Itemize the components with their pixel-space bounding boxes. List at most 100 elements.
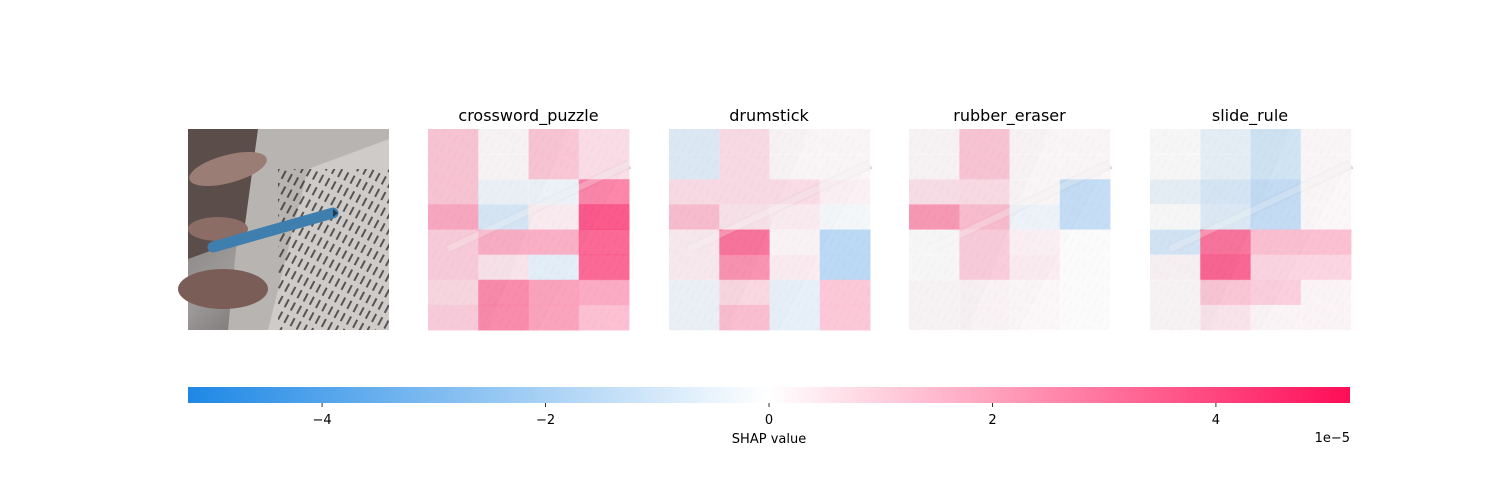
heatmap-cell — [428, 279, 479, 306]
heatmap-crossword_puzzle — [428, 129, 630, 331]
heatmap-cell — [719, 204, 770, 231]
heatmap-cell — [1150, 179, 1201, 205]
colorbar: −4 −2 0 2 4 SHAP value 1e−5 — [188, 387, 1350, 447]
heatmap-cell — [959, 229, 1010, 256]
heatmap-cell — [1059, 229, 1111, 256]
heatmap-cell — [1250, 229, 1302, 256]
colorbar-tick-label: 0 — [765, 413, 773, 428]
heatmap-cell — [669, 179, 720, 205]
heatmap-cell — [769, 129, 821, 155]
heatmap-cell — [669, 279, 720, 306]
heatmap-cell — [959, 204, 1010, 231]
heatmap-cell — [578, 229, 630, 256]
heatmap-cell — [1059, 204, 1111, 231]
heatmap-cell — [909, 129, 960, 155]
heatmap-cell — [1250, 304, 1302, 331]
colorbar-gradient — [188, 387, 1350, 403]
heatmap-cell — [578, 204, 630, 231]
heatmap-cell — [1300, 229, 1352, 256]
heatmap-cell — [1200, 304, 1251, 331]
heatmap-cell — [819, 254, 871, 281]
pen-silhouette — [446, 161, 631, 252]
heatmap-cell — [669, 204, 720, 231]
heatmap-cell — [1250, 254, 1302, 281]
heatmap-cell — [959, 154, 1010, 180]
heatmap-cell — [1250, 154, 1302, 180]
heatmap-cell — [719, 179, 770, 205]
heatmap-cell — [669, 304, 720, 331]
heatmap-cell — [1009, 304, 1061, 331]
heatmap-cell — [1059, 154, 1111, 180]
heatmap-cell — [719, 304, 770, 331]
heatmap-cell — [528, 129, 580, 155]
heatmap-cell — [959, 304, 1010, 331]
heatmap-cell — [719, 254, 770, 281]
heatmap-cell — [769, 154, 821, 180]
heatmap-cell — [769, 304, 821, 331]
heatmap-cell — [428, 304, 479, 331]
heatmap-cell — [819, 154, 871, 180]
heatmap-cell — [1059, 179, 1111, 205]
heatmap-cell — [819, 204, 871, 231]
heatmap-cell — [478, 204, 529, 231]
heatmap-cell — [1009, 229, 1061, 256]
heatmap-cell — [1300, 204, 1352, 231]
heatmap-cell — [719, 129, 770, 155]
heatmap-cell — [1250, 129, 1302, 155]
colorbar-label: SHAP value — [732, 432, 806, 447]
heatmap-cell — [1059, 304, 1111, 331]
colorbar-ticks: −4 −2 0 2 4 — [312, 403, 1220, 428]
panel-title-1: crossword_puzzle — [458, 106, 598, 126]
heatmap-cell — [578, 279, 630, 306]
heatmap-cell — [959, 254, 1010, 281]
heatmap-cell — [1200, 154, 1251, 180]
heatmap-cell — [719, 279, 770, 306]
heatmap-slide_rule — [1150, 129, 1352, 331]
heatmap-cell — [1150, 279, 1201, 306]
heatmap-cell — [528, 204, 580, 231]
heatmap-cell — [428, 154, 479, 180]
colorbar-offset-text: 1e−5 — [1315, 431, 1350, 446]
heatmap-cell — [1009, 279, 1061, 306]
heatmap-cell — [428, 204, 479, 231]
panel-title-2: drumstick — [729, 106, 809, 125]
heatmap-drumstick — [669, 129, 871, 331]
heatmap-cell — [669, 154, 720, 180]
heatmap-cell — [909, 154, 960, 180]
heatmap-cell — [1009, 154, 1061, 180]
heatmap-cell — [819, 304, 871, 331]
heatmap-rubber_eraser — [909, 129, 1111, 331]
heatmap-cell — [1200, 129, 1251, 155]
heatmap-cell — [909, 304, 960, 331]
heatmap-cell — [1059, 254, 1111, 281]
heatmap-cell — [1150, 254, 1201, 281]
heatmap-cell — [1009, 179, 1061, 205]
heatmap-cell — [478, 154, 529, 180]
heatmap-cell — [909, 179, 960, 205]
heatmap-cell — [528, 154, 580, 180]
heatmap-cell — [1200, 179, 1251, 205]
heatmap-cell — [819, 229, 871, 256]
heatmap-cell — [578, 129, 630, 155]
heatmap-cell — [528, 254, 580, 281]
heatmap-cell — [1009, 204, 1061, 231]
heatmap-cell — [959, 179, 1010, 205]
heatmap-cell — [478, 279, 529, 306]
heatmap-cell — [1009, 129, 1061, 155]
heatmap-cell — [428, 229, 479, 256]
heatmap-cell — [1250, 179, 1302, 205]
heatmap-cell — [959, 279, 1010, 306]
heatmap-cell — [528, 229, 580, 256]
heatmap-cell — [1250, 279, 1302, 306]
heatmap-cell — [1150, 204, 1201, 231]
heatmap-cell — [1200, 254, 1251, 281]
pen-silhouette — [1168, 161, 1353, 252]
heatmap-cell — [669, 229, 720, 256]
heatmap-cell — [1300, 279, 1352, 306]
colorbar-tick-label: 4 — [1212, 413, 1220, 428]
colorbar-tick-label: 2 — [988, 413, 996, 428]
heatmap-cell — [478, 229, 529, 256]
heatmap-cell — [769, 204, 821, 231]
heatmap-cell — [1300, 254, 1352, 281]
